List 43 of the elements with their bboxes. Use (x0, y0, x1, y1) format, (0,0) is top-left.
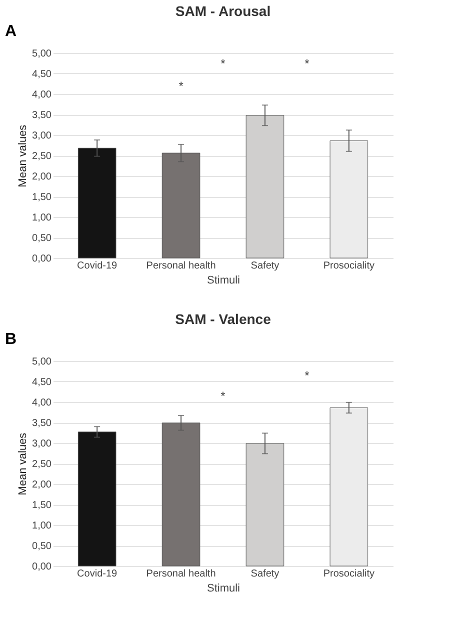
annotation: * (304, 56, 310, 70)
y-tick-label: 3,00 (32, 130, 52, 142)
y-tick-label: 1,50 (32, 500, 52, 511)
x-tick-label: Personal health (146, 568, 216, 580)
y-tick-label: 3,50 (32, 110, 52, 121)
x-tick-label: Personal health (146, 260, 216, 272)
y-tick-label: 3,00 (32, 438, 52, 450)
x-tick-label: Prosociality (323, 568, 374, 580)
y-tick-label: 0,00 (32, 562, 52, 572)
x-tick-label: Prosociality (323, 260, 374, 272)
annotation: * (220, 388, 226, 403)
chart-title: SAM - Valence (175, 311, 272, 327)
y-tick-label: 0,50 (32, 233, 52, 244)
annotation: * (304, 368, 310, 382)
y-axis-title: Mean values (17, 432, 30, 496)
y-tick-label: 2,50 (32, 459, 52, 470)
y-tick-label: 2,50 (32, 151, 52, 162)
y-tick-label: 2,00 (32, 172, 52, 182)
y-tick-label: 4,00 (32, 398, 52, 408)
x-tick-label: Covid-19 (77, 260, 118, 272)
x-axis-title: Stimuli (206, 274, 240, 286)
y-tick-label: 4,50 (32, 377, 52, 388)
y-tick-label: 4,00 (32, 90, 52, 100)
y-tick-label: 3,50 (32, 418, 52, 429)
y-tick-label: 5,00 (32, 48, 52, 60)
annotation: * (220, 56, 226, 70)
x-tick-label: Safety (250, 568, 280, 580)
y-tick-label: 5,00 (32, 356, 52, 368)
y-tick-label: 0,00 (32, 254, 52, 264)
text: A (5, 23, 17, 40)
y-tick-label: 1,00 (32, 520, 52, 532)
y-tick-label: 1,00 (32, 212, 52, 224)
annotation: * (178, 78, 184, 93)
x-tick-label: Covid-19 (77, 568, 118, 580)
y-tick-label: 1,50 (32, 192, 52, 203)
chart-title: SAM - Arousal (175, 3, 271, 19)
y-axis-title: Mean values (17, 124, 30, 188)
x-tick-label: Safety (250, 260, 280, 272)
x-axis-title: Stimuli (206, 582, 240, 594)
y-tick-label: 4,50 (32, 69, 52, 80)
text: B (5, 331, 17, 348)
y-tick-label: 0,50 (32, 541, 52, 552)
y-tick-label: 2,00 (32, 480, 52, 490)
